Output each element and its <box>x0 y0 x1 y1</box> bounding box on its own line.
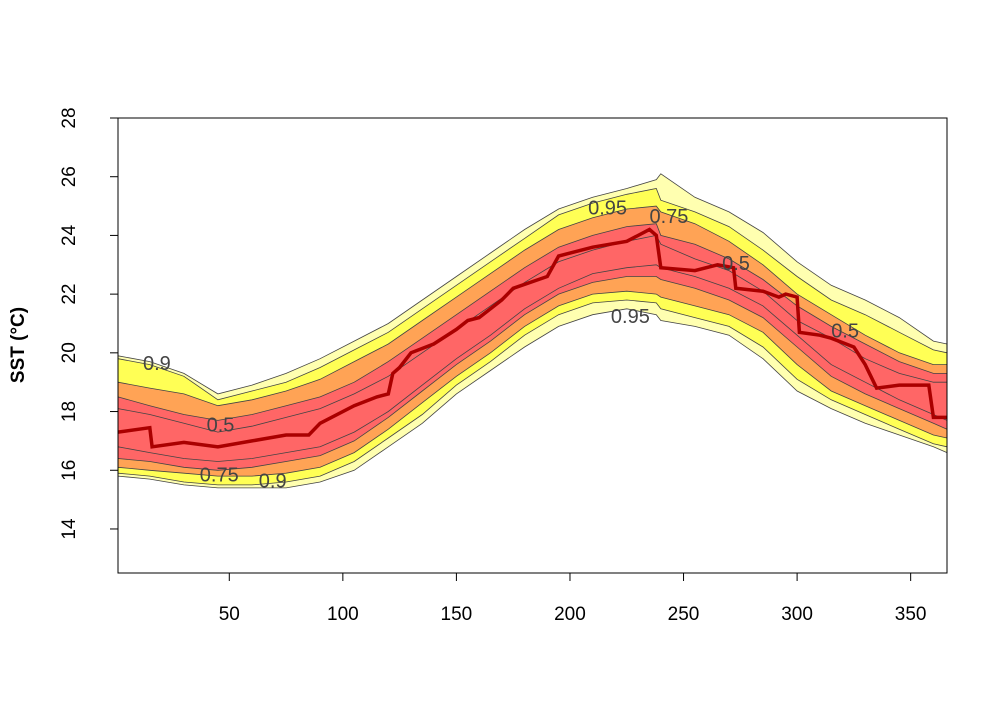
x-axis: 50 100 150 200 250 300 350 <box>219 572 927 625</box>
y-tick-label: 26 <box>59 166 80 187</box>
y-tick-label: 14 <box>59 518 80 540</box>
contour-label: 0.75 <box>650 206 689 228</box>
band-0.9-lower-border <box>117 290 948 477</box>
contour-labels: 0.9 0.5 0.75 0.9 0.95 0.75 0.5 0.95 0.5 <box>143 197 859 492</box>
x-tick-label: 150 <box>441 604 473 625</box>
contour-label: 0.75 <box>200 464 239 486</box>
band-0.9-upper-border <box>117 205 947 407</box>
y-axis-title: SST (°C) <box>8 307 29 383</box>
x-tick-label: 300 <box>781 604 813 625</box>
contour-label: 0.5 <box>207 414 235 436</box>
band-0.75-lower-border <box>117 276 948 471</box>
band-0.95-lower-border <box>117 299 948 486</box>
x-tick-label: 50 <box>219 604 240 625</box>
y-tick-label: 22 <box>59 284 80 305</box>
y-axis: 14 16 18 20 22 24 26 28 <box>59 107 119 540</box>
band-outer-lower-border <box>117 308 948 489</box>
band-0.5-upper-border <box>117 234 947 433</box>
y-tick-label: 16 <box>59 460 80 481</box>
x-tick-label: 100 <box>327 604 359 625</box>
y-tick-label: 20 <box>59 342 80 363</box>
y-tick-label: 18 <box>59 401 80 422</box>
contour-label: 0.9 <box>143 353 171 375</box>
contour-label: 0.9 <box>259 470 287 492</box>
band-0.95-upper-border <box>117 188 948 401</box>
band-outer-upper-border <box>117 173 948 395</box>
band-0.5 <box>118 235 947 462</box>
x-tick-label: 350 <box>895 604 927 625</box>
band-0.5-lower-border <box>117 264 948 462</box>
y-tick-label: 28 <box>59 107 80 128</box>
median-line <box>117 227 947 449</box>
x-tick-label: 200 <box>554 604 586 625</box>
contour-label: 0.5 <box>831 321 859 343</box>
y-tick-label: 24 <box>59 224 80 246</box>
contour-label: 0.95 <box>611 306 650 328</box>
band-borders <box>117 173 948 489</box>
band-0.75-upper-border <box>117 223 947 421</box>
x-tick-label: 250 <box>668 604 700 625</box>
contour-label: 0.95 <box>588 197 627 219</box>
contour-label: 0.5 <box>722 253 750 275</box>
